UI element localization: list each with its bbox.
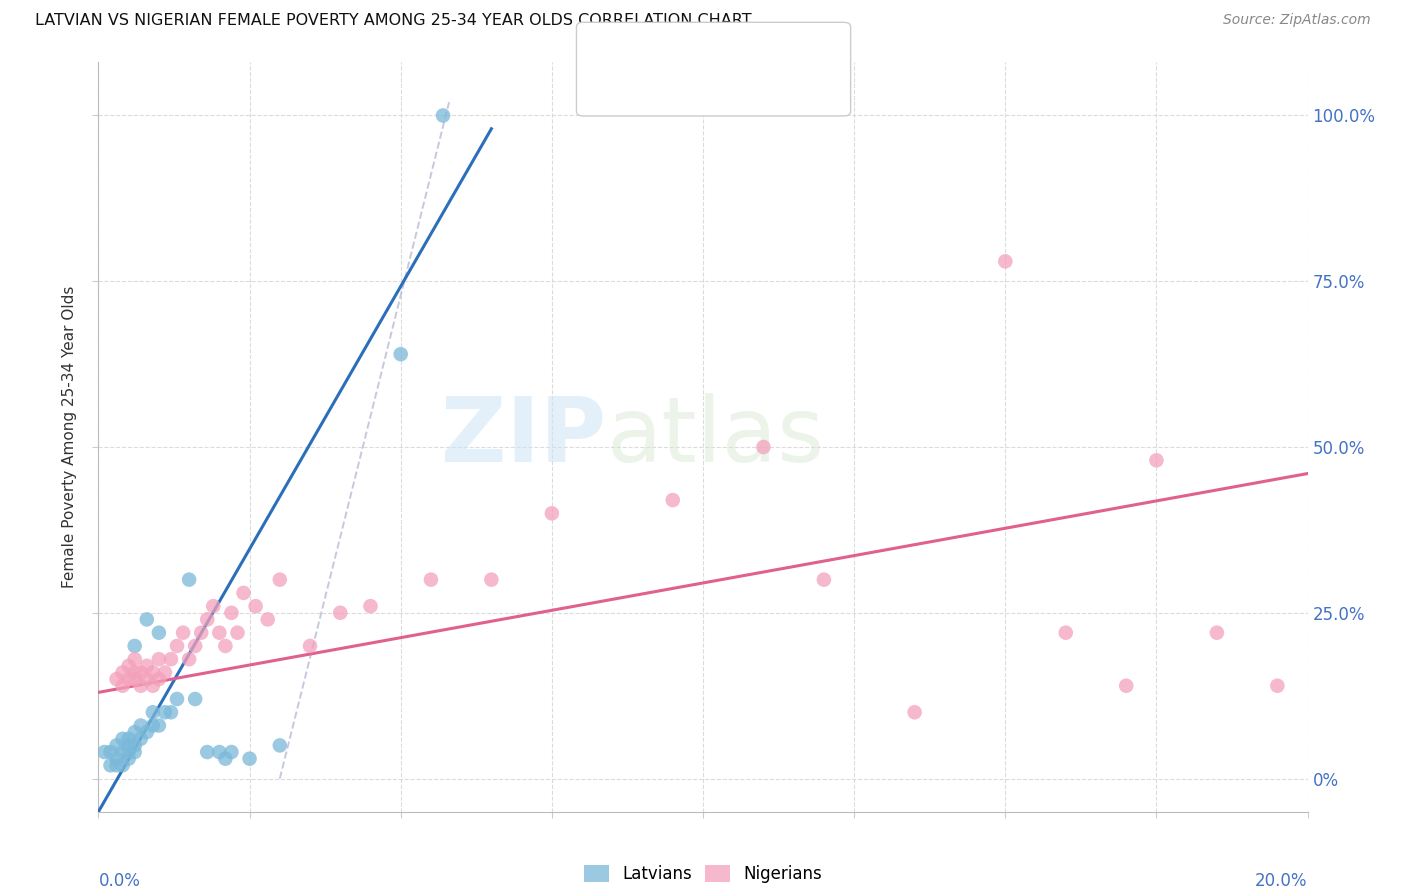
- Point: [153, 665, 176, 680]
- Point: [142, 665, 165, 680]
- Point: [160, 705, 183, 719]
- Point: [214, 752, 236, 766]
- Point: [160, 652, 183, 666]
- Point: [389, 347, 412, 361]
- Point: [813, 573, 835, 587]
- Point: [142, 705, 165, 719]
- Point: [994, 254, 1017, 268]
- Point: [195, 612, 218, 626]
- Point: [1115, 679, 1137, 693]
- Point: [214, 639, 236, 653]
- Point: [190, 625, 212, 640]
- Point: [111, 745, 134, 759]
- Point: [135, 658, 157, 673]
- Text: 0.0%: 0.0%: [98, 871, 141, 889]
- Point: [662, 493, 685, 508]
- Point: [360, 599, 382, 614]
- Point: [118, 731, 141, 746]
- Point: [118, 745, 141, 759]
- Point: [226, 625, 249, 640]
- Point: [221, 745, 243, 759]
- Point: [105, 758, 128, 772]
- Point: [100, 758, 122, 772]
- Text: LATVIAN VS NIGERIAN FEMALE POVERTY AMONG 25-34 YEAR OLDS CORRELATION CHART: LATVIAN VS NIGERIAN FEMALE POVERTY AMONG…: [35, 13, 752, 29]
- Point: [124, 652, 146, 666]
- Point: [481, 573, 503, 587]
- Point: [208, 745, 231, 759]
- Point: [329, 606, 352, 620]
- Point: [239, 752, 262, 766]
- Point: [195, 745, 218, 759]
- Point: [135, 725, 157, 739]
- Point: [105, 752, 128, 766]
- Point: [118, 658, 141, 673]
- Text: ZIP: ZIP: [441, 393, 606, 481]
- Text: R = 0.386: R = 0.386: [631, 83, 718, 101]
- Point: [166, 692, 188, 706]
- Point: [1206, 625, 1229, 640]
- Point: [129, 679, 152, 693]
- Point: [221, 606, 243, 620]
- Point: [100, 745, 122, 759]
- Text: Source: ZipAtlas.com: Source: ZipAtlas.com: [1223, 13, 1371, 28]
- Point: [269, 739, 291, 753]
- Point: [129, 718, 152, 732]
- Point: [142, 718, 165, 732]
- Point: [124, 745, 146, 759]
- Point: [135, 612, 157, 626]
- Point: [540, 506, 562, 520]
- Point: [184, 692, 207, 706]
- Point: [172, 625, 194, 640]
- Point: [904, 705, 927, 719]
- Point: [1054, 625, 1077, 640]
- Point: [148, 718, 170, 732]
- Point: [118, 672, 141, 686]
- Point: [124, 739, 146, 753]
- Point: [153, 705, 176, 719]
- Y-axis label: Female Poverty Among 25-34 Year Olds: Female Poverty Among 25-34 Year Olds: [62, 286, 77, 588]
- Point: [179, 573, 201, 587]
- Legend: Latvians, Nigerians: Latvians, Nigerians: [576, 858, 830, 889]
- Point: [202, 599, 225, 614]
- Point: [208, 625, 231, 640]
- Point: [135, 672, 157, 686]
- Point: [148, 652, 170, 666]
- Point: [111, 758, 134, 772]
- Point: [232, 586, 254, 600]
- Point: [124, 639, 146, 653]
- Point: [142, 679, 165, 693]
- Point: [124, 665, 146, 680]
- Point: [752, 440, 775, 454]
- Point: [420, 573, 443, 587]
- Point: [105, 739, 128, 753]
- Point: [124, 672, 146, 686]
- Text: atlas: atlas: [606, 393, 824, 481]
- Point: [184, 639, 207, 653]
- Point: [129, 731, 152, 746]
- Text: 20.0%: 20.0%: [1256, 871, 1308, 889]
- Point: [245, 599, 267, 614]
- Point: [111, 679, 134, 693]
- Point: [111, 731, 134, 746]
- Point: [118, 739, 141, 753]
- Point: [432, 108, 454, 122]
- Point: [256, 612, 278, 626]
- Point: [299, 639, 322, 653]
- Point: [166, 639, 188, 653]
- Point: [105, 672, 128, 686]
- Point: [179, 652, 201, 666]
- Point: [1267, 679, 1289, 693]
- Point: [124, 725, 146, 739]
- Point: [148, 625, 170, 640]
- Text: N = 49: N = 49: [733, 83, 793, 101]
- Point: [269, 573, 291, 587]
- Point: [129, 665, 152, 680]
- Point: [118, 752, 141, 766]
- Text: R = 0.641: R = 0.641: [631, 37, 718, 55]
- Point: [148, 672, 170, 686]
- Point: [1144, 453, 1167, 467]
- Text: N = 38: N = 38: [733, 37, 793, 55]
- Point: [111, 665, 134, 680]
- Point: [93, 745, 115, 759]
